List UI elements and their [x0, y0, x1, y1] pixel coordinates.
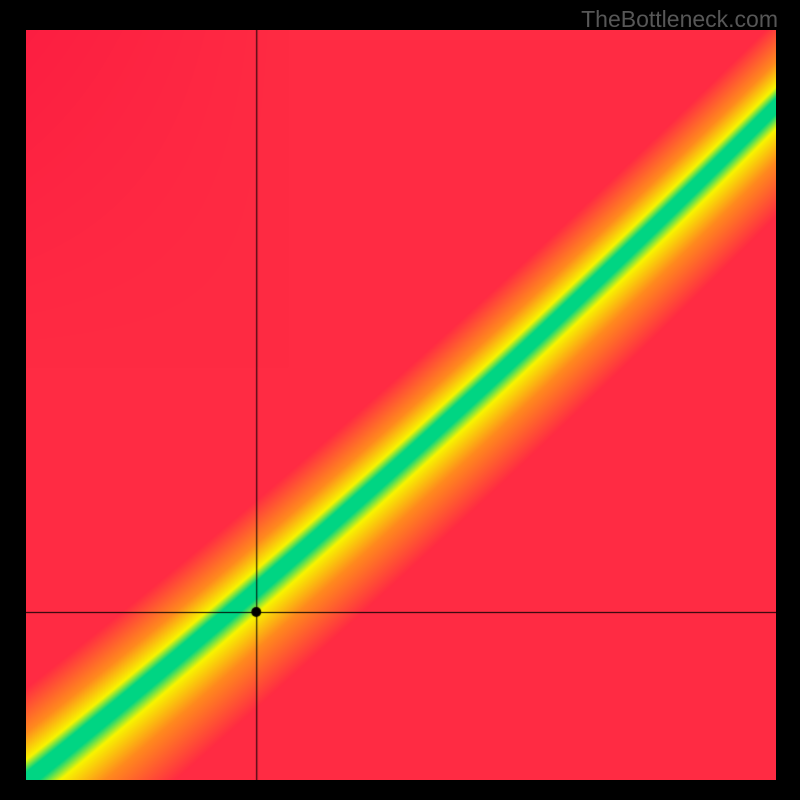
bottleneck-heatmap [26, 30, 776, 780]
watermark-text: TheBottleneck.com [581, 6, 778, 33]
